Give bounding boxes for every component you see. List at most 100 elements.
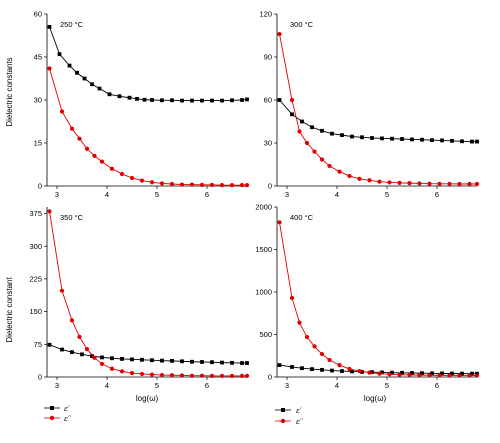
data-point-epsilon-prime — [142, 97, 147, 102]
data-point-epsilon-prime — [107, 92, 112, 97]
y-tick-label: 30 — [264, 139, 272, 148]
data-point-epsilon-prime — [460, 139, 464, 144]
data-point-epsilon-prime — [220, 360, 224, 365]
data-point-epsilon-double-prime — [397, 372, 402, 377]
data-point-epsilon-double-prime — [289, 295, 295, 301]
data-point-epsilon-double-prime — [59, 109, 65, 114]
data-point-epsilon-prime — [470, 139, 474, 144]
data-point-epsilon-prime — [75, 70, 79, 75]
data-point-epsilon-double-prime — [159, 181, 165, 186]
x-tick-label: 6 — [435, 381, 439, 390]
data-point-epsilon-double-prime — [239, 183, 245, 188]
data-point-epsilon-prime — [180, 98, 184, 103]
data-point-epsilon-double-prime — [99, 159, 105, 164]
data-point-epsilon-double-prime — [304, 334, 310, 340]
legend-left: ε′ ε′′ — [44, 404, 72, 423]
y-tick-label: 15 — [34, 139, 42, 148]
legend-item-epsilon-prime: ε′ — [44, 404, 70, 413]
data-point-epsilon-double-prime — [312, 149, 317, 154]
data-point-epsilon-prime — [190, 359, 194, 364]
data-point-epsilon-double-prime — [457, 373, 462, 378]
data-point-epsilon-double-prime — [169, 373, 175, 378]
x-tick-label: 5 — [385, 381, 389, 390]
data-point-epsilon-double-prime — [244, 183, 250, 188]
data-point-epsilon-double-prime — [47, 209, 52, 214]
legend-label-epsilon-prime: ε′ — [64, 404, 70, 413]
data-point-epsilon-prime — [410, 137, 414, 142]
xlabel-left: log(ω) — [136, 394, 159, 403]
data-point-epsilon-double-prime — [179, 373, 185, 378]
data-point-epsilon-prime — [390, 136, 394, 141]
data-point-epsilon-prime — [140, 357, 144, 362]
data-point-epsilon-double-prime — [84, 347, 90, 352]
x-tick-label: 4 — [335, 381, 339, 390]
data-point-epsilon-prime — [310, 125, 314, 130]
y-tick-label: 90 — [264, 53, 272, 62]
data-point-epsilon-prime — [210, 98, 214, 103]
data-point-epsilon-double-prime — [397, 180, 402, 185]
chart-panel-3: 0 75 150 225 300 375 3 4 5 6 350 °C — [29, 207, 250, 390]
data-point-epsilon-double-prime — [159, 372, 165, 378]
data-point-epsilon-prime — [230, 98, 234, 103]
data-point-epsilon-prime — [277, 98, 282, 102]
data-point-epsilon-double-prime — [297, 129, 302, 134]
data-point-epsilon-double-prime — [337, 363, 342, 368]
data-point-epsilon-double-prime — [239, 373, 245, 379]
chart-panel-2: 0 30 60 90 120 3 4 5 6 300 °C — [259, 10, 480, 199]
legend-label-epsilon-double-prime-right: ε′′ — [296, 417, 304, 426]
ylabel-bottom: Dielectric constant — [5, 277, 14, 343]
data-point-epsilon-double-prime — [367, 370, 372, 375]
data-point-epsilon-double-prime — [209, 182, 215, 187]
data-point-epsilon-prime — [97, 86, 102, 91]
legend-item-epsilon-double-prime: ε′′ — [44, 414, 72, 423]
data-point-epsilon-prime — [100, 355, 104, 360]
data-point-epsilon-double-prime — [149, 372, 155, 377]
x-tick-label: 3 — [55, 190, 59, 199]
x-tick-label: 4 — [105, 190, 109, 199]
data-point-epsilon-prime — [277, 363, 282, 367]
data-point-epsilon-double-prime — [69, 126, 75, 131]
data-point-epsilon-prime — [210, 360, 214, 365]
data-point-epsilon-double-prime — [77, 136, 82, 141]
data-point-epsilon-prime — [360, 370, 364, 374]
data-point-epsilon-double-prime — [47, 66, 52, 71]
data-point-epsilon-prime — [320, 128, 324, 133]
data-point-epsilon-double-prime — [277, 220, 282, 225]
data-point-epsilon-double-prime — [119, 369, 125, 374]
data-point-epsilon-prime — [430, 138, 434, 143]
data-point-epsilon-prime — [460, 371, 464, 376]
data-point-epsilon-prime — [135, 96, 139, 101]
data-point-epsilon-prime — [310, 367, 314, 371]
data-point-epsilon-prime — [300, 366, 304, 371]
data-point-epsilon-double-prime — [304, 140, 310, 146]
data-point-epsilon-double-prime — [229, 183, 235, 188]
data-point-epsilon-double-prime — [297, 320, 302, 325]
data-point-epsilon-prime — [240, 361, 244, 365]
data-point-epsilon-double-prime — [357, 176, 362, 181]
y-tick-label: 1000 — [255, 288, 272, 297]
data-point-epsilon-prime — [180, 359, 184, 364]
data-point-epsilon-double-prime — [92, 355, 97, 360]
data-point-epsilon-double-prime — [189, 373, 195, 378]
data-point-epsilon-prime — [47, 25, 52, 29]
data-point-epsilon-prime — [200, 98, 204, 103]
data-point-epsilon-double-prime — [149, 180, 155, 185]
data-point-epsilon-prime — [380, 370, 384, 375]
data-point-epsilon-double-prime — [457, 181, 462, 187]
data-point-epsilon-double-prime — [229, 373, 235, 379]
data-point-epsilon-prime — [320, 367, 324, 372]
data-point-epsilon-double-prime — [289, 97, 295, 103]
data-point-epsilon-double-prime — [407, 181, 412, 186]
data-point-epsilon-prime — [200, 360, 204, 364]
x-tick-label: 3 — [285, 190, 289, 199]
y-tick-label: 45 — [34, 53, 42, 62]
y-tick-label: 120 — [259, 10, 272, 19]
y-tick-label: 0 — [268, 373, 272, 382]
x-tick-label: 3 — [285, 381, 289, 390]
y-tick-label: 60 — [34, 10, 42, 19]
series-line-epsilon-double-prime — [49, 211, 247, 377]
series-line-epsilon-prime — [49, 344, 247, 364]
x-tick-label: 4 — [335, 190, 339, 199]
